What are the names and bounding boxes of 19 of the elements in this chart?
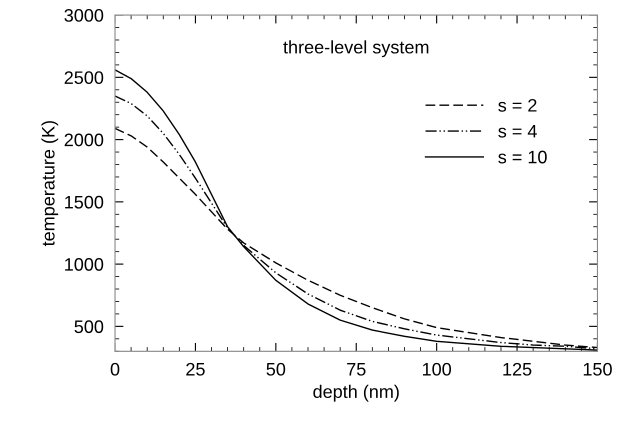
legend-label: s = 10 [498,150,547,164]
x-tick-label: 25 [186,362,205,376]
x-tick-label: 125 [503,362,532,376]
y-tick-label: 1500 [65,196,104,209]
y-tick-label: 500 [74,320,104,334]
y-tick-label: 2000 [64,134,104,146]
x-tick-label: 100 [422,362,452,376]
legend-label: s = 2 [498,98,536,112]
x-tick-label: 150 [584,362,612,376]
legend-label: s = 4 [498,124,537,138]
x-axis-title: depth (nm) [313,384,399,402]
y-tick-label: 2500 [64,71,104,84]
y-tick-label: 3000 [64,9,104,22]
annotation: three-level system [283,40,428,58]
x-tick-label: 50 [266,362,286,376]
y-tick-label: 1000 [65,258,104,271]
x-tick-label: 0 [110,362,120,376]
x-tick-label: 75 [347,363,366,376]
y-axis-title: temperature (K) [41,121,58,246]
